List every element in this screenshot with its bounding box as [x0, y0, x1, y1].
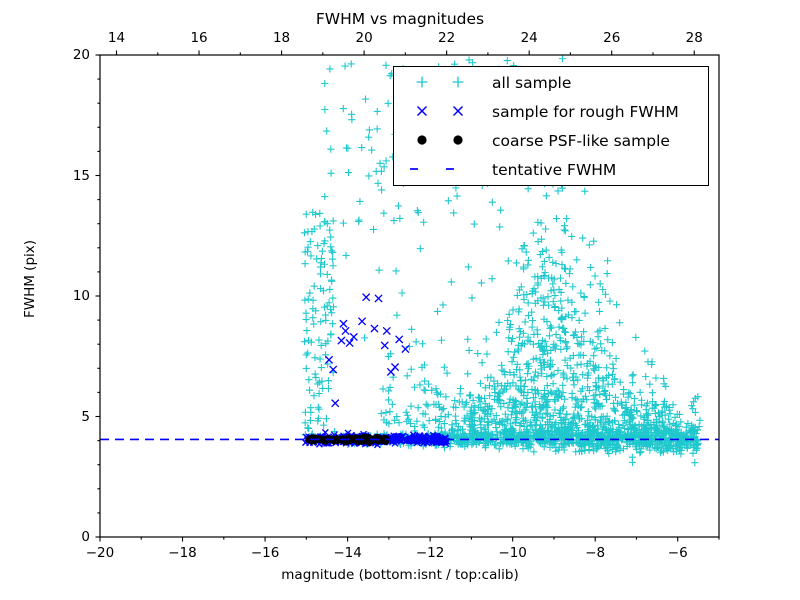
x-tick-label: −16 — [250, 545, 280, 561]
legend-cross-marker-icon — [416, 103, 429, 122]
legend-dot-marker-icon — [452, 132, 465, 151]
chart-title: FWHM vs magnitudes — [315, 10, 485, 28]
top-x-tick-label: 16 — [190, 30, 208, 46]
x-axis-label: magnitude (bottom:isnt / top:calib) — [281, 567, 519, 583]
y-tick-label: 20 — [72, 47, 90, 63]
y-tick-label: 15 — [72, 167, 90, 184]
x-tick-label: −10 — [498, 545, 527, 561]
y-tick-label: 0 — [81, 529, 90, 545]
top-x-tick-label: 18 — [272, 30, 291, 46]
legend-plus-marker-icon — [452, 74, 465, 93]
top-x-tick-label: 28 — [685, 30, 703, 46]
legend-item[interactable]: coarse PSF-like sample — [394, 126, 708, 156]
top-x-tick-label: 20 — [355, 30, 373, 46]
top-x-tick-label: 22 — [438, 30, 456, 46]
x-tick-label: −8 — [585, 545, 606, 561]
chart-legend: all sample sample for rough FWHM coarse PS… — [393, 66, 709, 186]
legend-label: tentative FWHM — [492, 161, 617, 179]
legend-plus-marker-icon — [416, 74, 429, 93]
legend-cross-marker-icon — [452, 103, 465, 122]
y-tick-label: 10 — [72, 288, 90, 304]
legend-label: all sample — [492, 74, 572, 92]
top-x-tick-label: 14 — [107, 30, 126, 46]
x-tick-label: −18 — [168, 545, 197, 561]
legend-label: sample for rough FWHM — [492, 103, 679, 121]
legend-dashed-line-icon — [409, 161, 427, 180]
legend-item[interactable]: all sample — [394, 68, 708, 98]
x-tick-label: −6 — [667, 545, 688, 561]
x-tick-label: −14 — [333, 545, 362, 561]
x-tick-label: −20 — [85, 545, 115, 561]
top-x-tick-label: 26 — [603, 30, 621, 46]
legend-dot-marker-icon — [416, 132, 429, 151]
top-x-tick-label: 24 — [520, 30, 538, 46]
x-tick-label: −12 — [415, 545, 445, 561]
legend-dashed-line-icon — [445, 161, 463, 180]
y-tick-label: 5 — [81, 408, 90, 425]
legend-item[interactable]: sample for rough FWHM — [394, 97, 708, 127]
legend-label: coarse PSF-like sample — [492, 132, 670, 150]
legend-item[interactable]: tentative FWHM — [394, 155, 708, 185]
